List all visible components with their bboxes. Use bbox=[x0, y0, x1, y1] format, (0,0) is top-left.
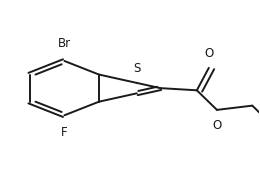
Text: S: S bbox=[133, 62, 141, 75]
Text: O: O bbox=[204, 47, 213, 60]
Text: Br: Br bbox=[58, 37, 71, 50]
Text: F: F bbox=[61, 126, 68, 139]
Text: O: O bbox=[212, 119, 222, 132]
